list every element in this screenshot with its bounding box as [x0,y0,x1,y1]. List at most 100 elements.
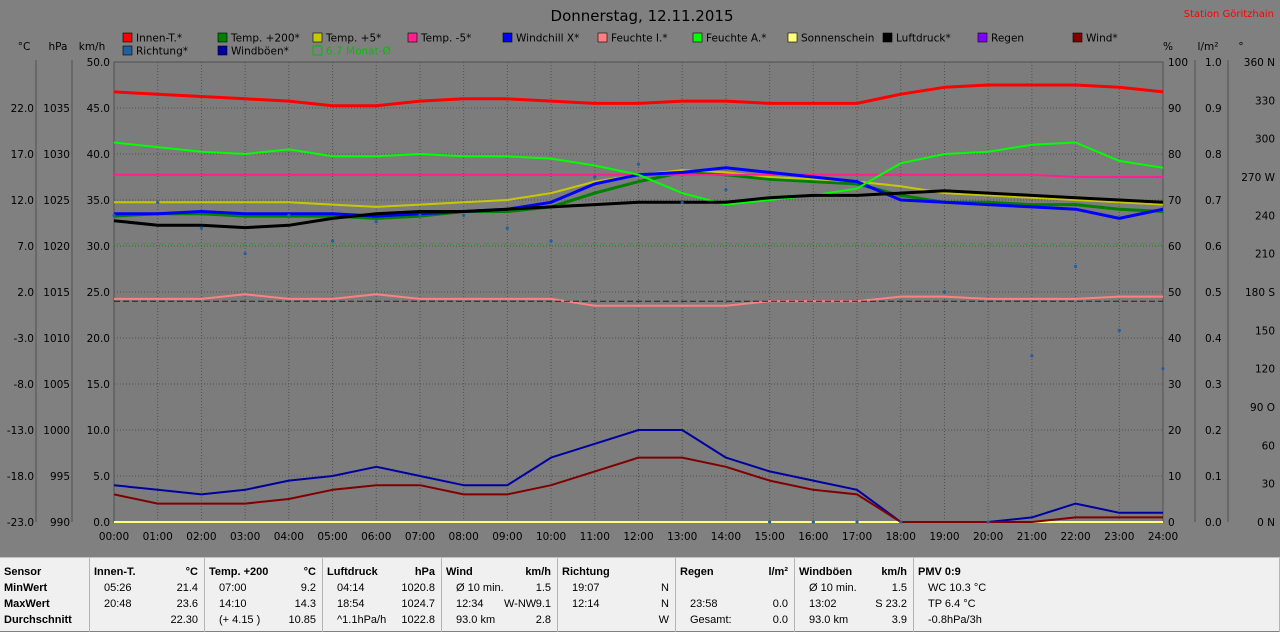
direction-point-1 [156,200,160,205]
stats-label: Durchschnitt [4,614,72,626]
x-tick-14: 14:00 [711,531,741,543]
stats-cell-left: 04:14 [337,582,365,594]
stats-row-3: W [562,613,669,628]
stats-row-2: 20:48 23.6 [94,597,198,612]
temp-tick-1: 17.0 [11,149,34,161]
direction-tick-7: 150 [1255,325,1275,337]
chart-title: Donnerstag, 12.11.2015 [551,7,734,25]
stats-cell-value: 10.85 [288,614,316,626]
stats-cell-value: 1.5 [535,582,551,594]
x-tick-24: 24:00 [1148,531,1178,543]
pressure-tick-8: 995 [50,471,70,483]
direction-point-19 [942,290,947,294]
percent-tick-9: 10 [1168,471,1181,483]
stats-cell-value: 9.1 [535,598,551,610]
speed-tick-1: 45.0 [87,103,110,115]
x-tick-6: 06:00 [361,531,391,543]
stats-cell-left: TP 6.4 °C [928,598,976,610]
stats-cell-mid: W-NW [504,598,537,610]
x-tick-10: 10:00 [536,531,566,543]
pressure-tick-1: 1030 [43,149,70,161]
legend-label-4: Windchill X* [516,33,579,45]
speed-tick-10: 0.0 [93,517,110,529]
stats-cell-value: 1020.8 [401,582,435,594]
x-tick-17: 17:00 [842,531,872,543]
stats-column-7: Windböen km/h Ø 10 min. 1.5 13:02 S 23.2 93.0 … [795,558,914,632]
percent-tick-7: 30 [1168,379,1181,391]
stats-row-3: -0.8hPa/3h [918,613,1273,628]
percent-tick-6: 40 [1168,333,1181,345]
stats-row-1: WC 10.3 °C [918,581,1273,596]
legend-label-8: Luftdruck* [896,33,951,45]
stats-header: Temp. +200 [209,566,269,578]
x-tick-3: 03:00 [230,531,260,543]
stats-row-1: 07:00 9.2 [209,581,316,596]
stats-cell-value: W [658,614,669,626]
stats-cell-left: Gesamt: [690,614,732,626]
rain-tick-7: 0.3 [1205,379,1222,391]
stats-cell-left: 93.0 km [456,614,496,626]
speed-tick-2: 40.0 [87,149,110,161]
station-label: Station Göritzhain [1184,9,1274,20]
stats-row-2: TP 6.4 °C [918,597,1273,612]
percent-tick-2: 80 [1168,149,1181,161]
stats-row-3: (+ 4.15 ) 10.85 [209,613,316,628]
stats-row-1: Ø 10 min. 1.5 [446,581,551,596]
rain-tick-10: 0.0 [1205,517,1222,529]
axis-unit-labels: °C hPa km/h% l/m² ° [18,41,1244,53]
legend-swatch-2 [312,32,323,43]
pressure-tick-3: 1020 [43,241,70,253]
temp-axis-unit: °C [18,41,31,53]
stats-row-3: 22.30 [94,613,198,628]
stats-row-1: 19:07 N [562,581,669,596]
x-tick-23: 23:00 [1104,531,1134,543]
stats-row-0: Luftdruck hPa [327,565,435,580]
series-line-6 [113,141,1164,206]
legend-label-12: Windböen* [231,46,289,58]
pressure-tick-4: 1015 [43,287,70,299]
stats-row-1 [680,581,788,596]
temp-tick-8: -18.0 [7,471,34,483]
temp-tick-4: 2.0 [17,287,34,299]
series-group [112,83,1165,524]
stats-cell-value: N [661,598,669,610]
series-line-7 [113,189,1164,230]
direction-point-5 [330,239,335,243]
speed-tick-8: 10.0 [87,425,110,437]
stats-header-unit: l/m² [768,566,788,578]
rain-tick-4: 0.6 [1205,241,1222,253]
legend-swatch-7 [787,32,798,43]
stats-row-0: Innen-T. °C [94,565,198,580]
stats-column-5: Richtung 19:07 N 12:14 N W [558,558,676,632]
direction-point-11 [593,175,597,179]
stats-header: Luftdruck [327,566,378,578]
gridlines [35,60,1229,523]
direction-point-0 [112,213,116,217]
legend-label-11: Richtung* [136,46,188,58]
stats-cell-left: ^1.1hPa/h [337,614,387,626]
stats-cell-left: 05:26 [104,582,132,594]
stats-cell-value: 0.0 [772,614,788,626]
stats-cell-left: Ø 10 min. [456,582,504,594]
stats-cell-value: 1022.8 [401,614,435,626]
stats-row-0: PMV 0:9 [918,565,1273,580]
stats-row-2: 14:10 14.3 [209,597,316,612]
legend-label-13: 6.7 Monat-Ø [326,46,391,58]
pressure-tick-6: 1005 [43,379,70,391]
stats-cell-value: S 23.2 [875,598,907,610]
stats-cell-left: 18:54 [337,598,365,610]
percent-tick-4: 60 [1168,241,1181,253]
temp-tick-2: 12.0 [11,195,34,207]
stats-row-0: Windböen km/h [799,565,907,580]
x-tick-11: 11:00 [580,531,610,543]
x-tick-0: 00:00 [99,531,129,543]
stats-cell-value: 1.5 [891,582,907,594]
speed-tick-6: 20.0 [87,333,110,345]
legend-label-1: Temp. +200* [230,33,300,45]
rain-tick-3: 0.7 [1205,195,1222,207]
stats-row-0: Wind km/h [446,565,551,580]
series-line-5 [114,293,1163,307]
legend-label-6: Feuchte A.* [706,33,767,45]
direction-point-24 [1161,367,1165,371]
legend-label-0: Innen-T.* [136,33,182,45]
